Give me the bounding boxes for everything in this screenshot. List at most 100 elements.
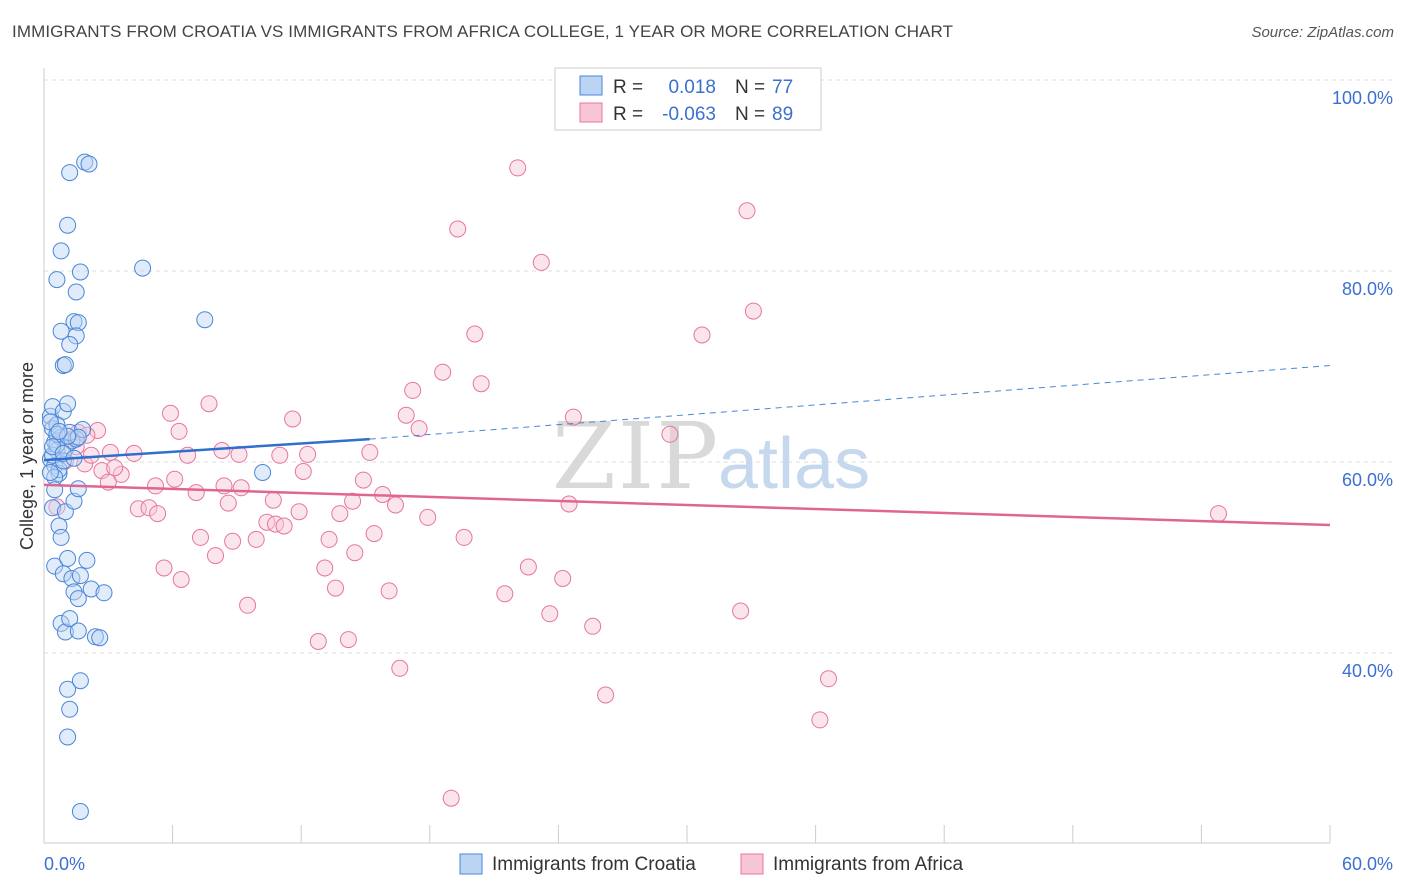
point-africa-43	[316, 559, 334, 577]
stats-n-value-africa: 89	[772, 104, 793, 125]
trendlines	[43, 365, 1331, 527]
point-africa-64	[455, 528, 473, 546]
gridlines	[44, 79, 1393, 654]
point-croatia-27	[65, 492, 83, 510]
point-africa-41	[299, 445, 317, 463]
source-note: Source: ZipAtlas.com	[1251, 24, 1394, 41]
point-croatia-50	[59, 728, 77, 746]
point-africa-84	[1210, 505, 1227, 523]
point-africa-50	[354, 471, 372, 489]
point-africa-20	[172, 571, 190, 588]
point-croatia-56	[52, 242, 70, 260]
point-croatia-9	[59, 395, 77, 413]
point-africa-15	[149, 505, 167, 523]
point-africa-30	[232, 479, 250, 497]
x-tick-label-right: 60.0%	[1342, 854, 1393, 874]
point-africa-69	[519, 558, 537, 576]
stats-r-label-africa: R =	[613, 104, 643, 125]
point-africa-81	[744, 302, 762, 320]
point-africa-82	[811, 711, 829, 729]
point-africa-68	[509, 159, 527, 177]
point-africa-58	[404, 381, 422, 399]
point-africa-79	[738, 202, 756, 220]
point-africa-38	[284, 410, 302, 428]
trendline-africa	[43, 483, 1331, 527]
point-africa-71	[541, 605, 559, 623]
point-africa-17	[162, 404, 179, 422]
point-africa-60	[419, 508, 437, 526]
point-africa-33	[258, 513, 276, 531]
point-africa-61	[434, 363, 452, 381]
point-africa-23	[192, 528, 209, 546]
point-africa-28	[224, 532, 242, 550]
point-croatia-67	[56, 356, 74, 374]
point-africa-19	[170, 422, 188, 440]
point-africa-75	[584, 617, 602, 635]
point-africa-80	[732, 602, 750, 620]
point-croatia-53	[76, 153, 94, 171]
point-croatia-65	[61, 336, 79, 353]
point-croatia-59	[67, 283, 85, 301]
chart-title: IMMIGRANTS FROM CROATIA VS IMMIGRANTS FR…	[12, 22, 954, 41]
point-africa-37	[275, 517, 293, 535]
point-croatia-73	[50, 422, 68, 440]
series-croatia	[41, 153, 272, 820]
stats-legend-swatch-croatia	[579, 75, 603, 96]
point-croatia-69	[254, 464, 272, 481]
legend-label-croatia: Immigrants from Croatia	[492, 854, 696, 875]
point-africa-57	[397, 406, 415, 424]
point-africa-70	[532, 253, 550, 271]
point-croatia-48	[71, 672, 89, 690]
stats-n-label-africa: N =	[735, 104, 765, 125]
point-africa-66	[472, 375, 490, 393]
point-croatia-41	[52, 614, 70, 632]
point-croatia-51	[71, 803, 89, 820]
point-africa-44	[320, 530, 338, 548]
point-croatia-47	[59, 680, 77, 698]
point-africa-36	[271, 446, 289, 464]
x-ticks	[43, 825, 1331, 843]
point-africa-45	[327, 579, 344, 597]
point-croatia-35	[71, 567, 89, 585]
stats-r-label-croatia: R =	[613, 77, 643, 98]
point-croatia-21	[74, 421, 92, 438]
point-croatia-57	[71, 263, 89, 281]
point-africa-62	[442, 789, 460, 807]
watermark: ZIP atlas	[552, 403, 870, 510]
point-croatia-68	[196, 311, 214, 329]
point-africa-14	[147, 477, 164, 495]
legend-swatch-croatia	[459, 853, 483, 875]
point-africa-13	[140, 499, 158, 517]
point-croatia-25	[44, 499, 62, 517]
point-croatia-76	[41, 464, 59, 481]
point-africa-46	[331, 505, 349, 523]
point-croatia-43	[61, 610, 79, 628]
watermark-atlas: atlas	[718, 424, 870, 504]
series-africa	[48, 159, 1227, 807]
point-africa-63	[449, 220, 467, 238]
point-africa-65	[466, 325, 484, 343]
point-africa-83	[820, 670, 837, 688]
point-croatia-60	[134, 259, 152, 277]
point-croatia-40	[95, 584, 113, 602]
watermark-zip: ZIP	[552, 403, 720, 510]
point-africa-16	[155, 559, 173, 577]
point-africa-4	[76, 455, 94, 473]
point-croatia-39	[69, 590, 87, 608]
point-croatia-52	[61, 164, 79, 182]
stats-r-value-croatia: 0.018	[668, 77, 716, 98]
stats-legend-swatch-africa	[579, 102, 603, 123]
point-africa-42	[309, 633, 327, 650]
point-africa-22	[187, 484, 205, 502]
point-africa-35	[267, 515, 284, 533]
y-tick-label-100: 100.0%	[1332, 88, 1393, 108]
point-africa-34	[264, 491, 282, 509]
series-legend: Immigrants from Croatia Immigrants from …	[459, 853, 963, 875]
point-africa-8	[101, 443, 119, 461]
point-croatia-42	[56, 623, 74, 641]
point-croatia-58	[48, 271, 66, 289]
point-africa-27	[219, 494, 237, 512]
stats-r-value-africa: -0.063	[662, 104, 716, 125]
point-croatia-30	[52, 528, 70, 546]
